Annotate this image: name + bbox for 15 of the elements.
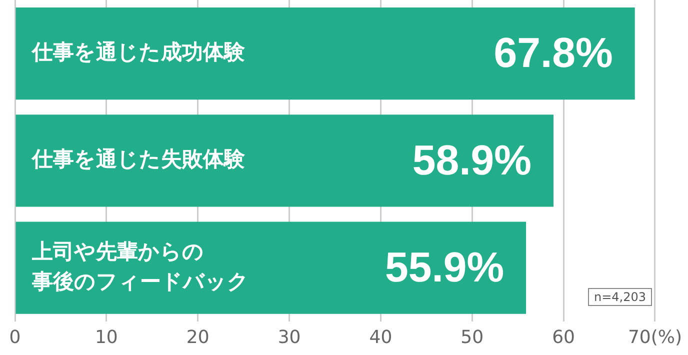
x-tick-label: 30 <box>278 326 301 348</box>
data-label: 55.9% <box>384 243 504 290</box>
data-label: 58.9% <box>412 136 532 184</box>
x-tick-label: 40 <box>369 326 392 348</box>
x-tick-label: 20 <box>186 326 210 348</box>
x-tick-label: 70(%) <box>628 326 682 348</box>
x-tick-label: 50 <box>460 326 484 348</box>
y-tick-label: 上司や先輩からの事後のフィードバック <box>30 239 249 294</box>
y-tick-label: 仕事を通じた失敗体験 <box>30 147 246 172</box>
x-tick-label: 60 <box>552 326 575 348</box>
y-tick-label: 仕事を通じた成功体験 <box>30 40 246 64</box>
annotation: n=4,203 <box>588 288 652 306</box>
x-tick-label: 10 <box>94 326 118 348</box>
data-label: 67.8% <box>494 29 613 76</box>
x-tick-label: 0 <box>9 326 21 348</box>
